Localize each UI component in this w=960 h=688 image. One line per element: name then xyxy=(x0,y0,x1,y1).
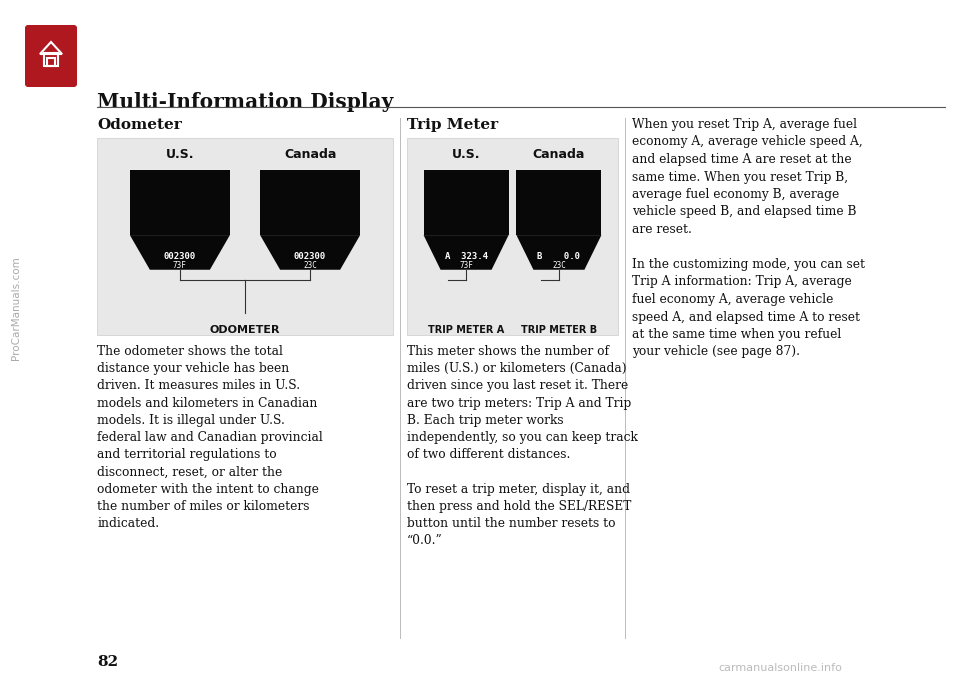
Bar xyxy=(44,53,58,66)
Text: 23C: 23C xyxy=(303,261,317,270)
Text: Multi-Information Display: Multi-Information Display xyxy=(97,92,394,112)
Text: 73F: 73F xyxy=(173,261,187,270)
FancyBboxPatch shape xyxy=(25,25,77,87)
Text: TRIP METER B: TRIP METER B xyxy=(521,325,597,335)
Text: A  323.4: A 323.4 xyxy=(444,252,488,261)
Text: Canada: Canada xyxy=(284,148,336,161)
Text: Trip Meter: Trip Meter xyxy=(407,118,498,132)
Bar xyxy=(97,138,393,335)
Polygon shape xyxy=(130,235,229,270)
Bar xyxy=(260,170,360,235)
Text: ODOMETER: ODOMETER xyxy=(209,325,280,335)
Text: carmanualsonline.info: carmanualsonline.info xyxy=(718,663,842,673)
Text: The odometer shows the total
distance your vehicle has been
driven. It measures : The odometer shows the total distance yo… xyxy=(97,345,323,530)
Bar xyxy=(130,170,229,235)
Text: TRIP METER A: TRIP METER A xyxy=(428,325,504,335)
Text: 73F: 73F xyxy=(459,261,473,270)
Text: ProCarManuals.com: ProCarManuals.com xyxy=(11,256,21,360)
Text: 002300: 002300 xyxy=(164,252,196,261)
Polygon shape xyxy=(260,235,360,270)
Text: B    0.0: B 0.0 xyxy=(538,252,581,261)
Bar xyxy=(47,58,55,66)
Bar xyxy=(423,170,509,235)
Text: 002300: 002300 xyxy=(294,252,326,261)
Polygon shape xyxy=(423,235,509,270)
Text: Canada: Canada xyxy=(533,148,585,161)
Text: U.S.: U.S. xyxy=(452,148,480,161)
Text: This meter shows the number of
miles (U.S.) or kilometers (Canada)
driven since : This meter shows the number of miles (U.… xyxy=(407,345,637,547)
Text: 23C: 23C xyxy=(552,261,565,270)
Text: Odometer: Odometer xyxy=(97,118,181,132)
Bar xyxy=(407,138,618,335)
Text: When you reset Trip A, average fuel
economy A, average vehicle speed A,
and elap: When you reset Trip A, average fuel econ… xyxy=(632,118,865,358)
Text: 82: 82 xyxy=(97,655,118,669)
Text: U.S.: U.S. xyxy=(166,148,194,161)
Polygon shape xyxy=(516,235,601,270)
Bar xyxy=(516,170,601,235)
